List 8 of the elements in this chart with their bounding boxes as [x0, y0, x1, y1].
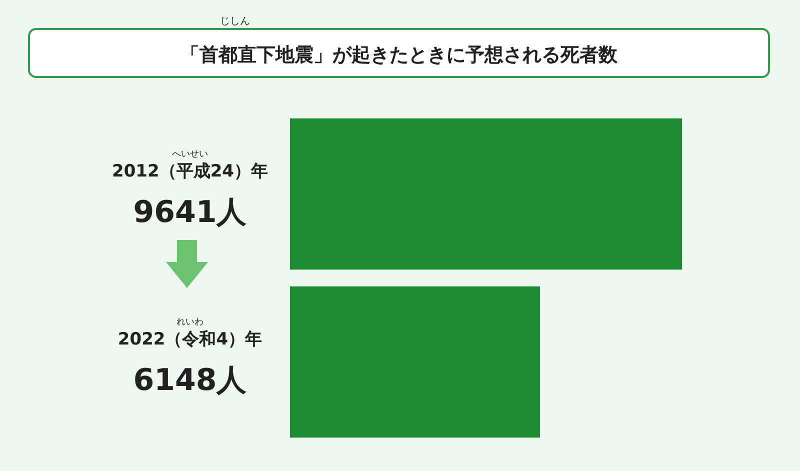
text: じしん [220, 15, 250, 28]
text: れいわ [176, 317, 204, 328]
text: へいせい [172, 149, 208, 160]
data-label: 9641人 [133, 194, 248, 230]
data-label: 6148人 [133, 362, 248, 398]
y-tick-label: 2022（令和4）年 [118, 329, 262, 350]
y-tick-label: 2012（平成24）年 [112, 161, 268, 182]
chart-title: 「首都直下地震」が起きたときに予想される死者数 [28, 28, 770, 78]
